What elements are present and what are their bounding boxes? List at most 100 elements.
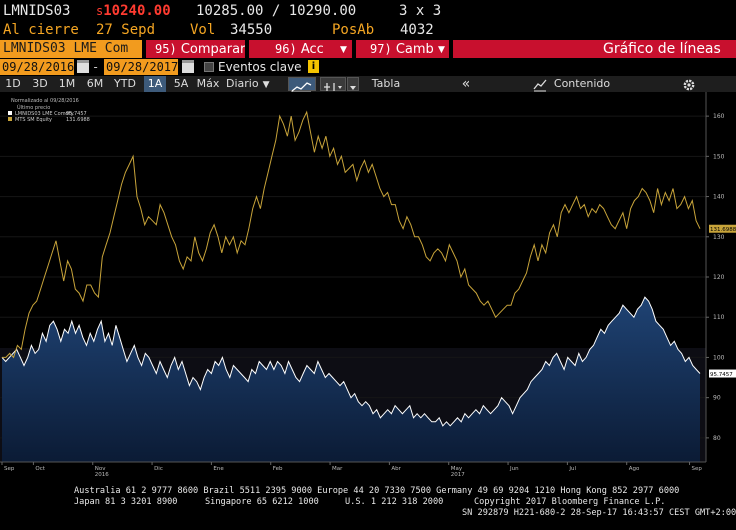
security-field[interactable]: LMNIDS03 LME Com (0, 40, 142, 58)
open-position-label: PosAb (332, 22, 375, 38)
change-dropdown-icon[interactable]: ▼ (438, 45, 445, 55)
x-tick-label: 2016 (95, 472, 109, 478)
y-tick-label: 130 (713, 234, 725, 241)
y-tick-label: 100 (713, 354, 725, 361)
x-tick-label: Nov (95, 466, 106, 472)
y-tick-label: 160 (713, 113, 725, 120)
lmnids03-area (2, 297, 700, 462)
actions-dropdown-icon[interactable]: ▼ (340, 45, 347, 55)
compare-menu[interactable]: 95) Comparar (155, 40, 245, 58)
last-price: s10240.00 (96, 2, 171, 20)
volume-value: 34550 (230, 22, 273, 38)
x-tick-label: Jul (568, 466, 576, 472)
x-tick-label: 2017 (451, 472, 465, 478)
open-position-value: 4032 (400, 22, 434, 38)
range-1d-button[interactable]: 1D (5, 77, 21, 90)
events-label: Eventos clave (218, 60, 302, 74)
legend-name-gold: MTS SM Equity (15, 117, 52, 123)
collapse-panel-icon[interactable]: « (461, 76, 471, 92)
ticker-symbol: LMNIDS03 (3, 3, 71, 19)
info-icon[interactable]: i (308, 60, 319, 73)
annotation-tool-icon[interactable] (320, 77, 346, 91)
last-value-white-label: 95.7457 (710, 372, 733, 378)
y-tick-label: 140 (713, 194, 725, 201)
close-date: 27 Sepd (96, 22, 156, 38)
x-tick-label: Ene (213, 466, 224, 472)
date-range-dash: - (92, 60, 100, 74)
frequency-select[interactable]: Diario ▼ (226, 76, 270, 92)
mts-line (2, 110, 701, 359)
separator (449, 40, 453, 58)
last-value-white-tag (709, 369, 736, 378)
x-tick-label: Mar (332, 466, 343, 472)
x-tick-label: Jun (509, 466, 519, 472)
x-tick-label: Sep (692, 466, 703, 472)
separator (142, 40, 146, 58)
range-max-button[interactable]: Máx (196, 77, 220, 90)
range-1a-button[interactable]: 1A (144, 76, 166, 92)
change-number: 97) (370, 42, 392, 56)
calendar-icon[interactable] (182, 60, 194, 73)
x-tick-label: Dic (154, 466, 163, 472)
footer-japan: Japan 81 3 3201 8900 (74, 497, 178, 507)
chart-toolbar: 1D 3D 1M 6M YTD 1A 5A Máx Diario ▼ Tabla … (0, 76, 736, 93)
legend-value-white: 95.7457 (66, 111, 87, 117)
legend-title-line2: Último precio (17, 104, 50, 111)
chevron-down-icon: ▼ (262, 80, 270, 90)
legend-swatch-gold (8, 117, 12, 121)
start-date-field[interactable]: 09/28/2016 (0, 59, 75, 75)
bid-value: 10285.00 (196, 3, 264, 19)
legend-swatch-white (8, 111, 12, 115)
range-3d-button[interactable]: 3D (32, 77, 48, 90)
chart-legend: Normalizado al 09/28/2016 Último precio … (8, 98, 90, 123)
y-tick-label: 150 (713, 153, 725, 160)
end-date-field[interactable]: 09/28/2017 (104, 59, 179, 75)
y-tick-label: 80 (713, 435, 721, 442)
separator (245, 40, 249, 58)
gear-icon[interactable] (682, 77, 696, 91)
compare-label: Comparar (180, 42, 246, 57)
actions-menu[interactable]: 96) Acc (275, 40, 324, 58)
range-ytd-button[interactable]: YTD (114, 77, 136, 90)
x-tick-label: Oct (35, 466, 45, 472)
content-chart-icon (533, 77, 547, 92)
legend-value-gold: 131.6988 (66, 117, 90, 123)
last-value-gold-tag (709, 224, 736, 233)
volume-label: Vol (190, 22, 216, 38)
x-tick-label: May (451, 466, 463, 472)
frequency-label: Diario (226, 77, 259, 90)
separator (352, 40, 356, 58)
content-button[interactable]: Contenido (553, 77, 611, 90)
actions-label: Acc (300, 42, 324, 57)
y-tick-label: 110 (713, 314, 725, 321)
calendar-icon[interactable] (77, 60, 89, 73)
chart-type-title: Gráfico de líneas (603, 41, 721, 57)
change-menu[interactable]: 97) Camb (370, 40, 434, 58)
footer-contacts-line1: Australia 61 2 9777 8600 Brazil 5511 239… (74, 486, 680, 496)
footer-copyright: Copyright 2017 Bloomberg Finance L.P. (474, 497, 666, 507)
legend-name-white: LMNIDS03 LME Comdty (15, 111, 74, 117)
tool-dropdown-icon[interactable] (347, 77, 359, 91)
legend-title-line1: Normalizado al 09/28/2016 (11, 98, 79, 104)
ask-value: 10290.00 (288, 3, 357, 19)
line-chart-icon[interactable] (288, 77, 316, 93)
bid-ask-separator: / (271, 3, 281, 19)
range-1m-button[interactable]: 1M (58, 77, 76, 90)
last-value-gold-label: 131.6988 (710, 227, 736, 233)
events-checkbox[interactable] (204, 62, 214, 72)
price-value: 10240.00 (103, 3, 171, 19)
range-5a-button[interactable]: 5A (173, 77, 189, 90)
bid-ask-size: 3 x 3 (399, 3, 442, 19)
footer-session-info: SN 292879 H221-680-2 28-Sep-17 16:43:57 … (462, 508, 736, 518)
command-bar: LMNIDS03 LME Com 95) Comparar 96) Acc ▼ … (0, 40, 736, 58)
close-label: Al cierre (3, 22, 79, 38)
footer-singapore: Singapore 65 6212 1000 (205, 497, 319, 507)
lmnids03-line (1, 296, 701, 427)
x-tick-label: Feb (273, 466, 283, 472)
line-chart[interactable]: 80 90 100 110 120 130 140 150 160 Sep Oct Nov 2016 D… (0, 92, 736, 482)
range-6m-button[interactable]: 6M (86, 77, 104, 90)
x-tick-label: Abr (391, 466, 401, 472)
footer-us: U.S. 1 212 318 2000 (345, 497, 444, 507)
table-button[interactable]: Tabla (371, 77, 401, 90)
